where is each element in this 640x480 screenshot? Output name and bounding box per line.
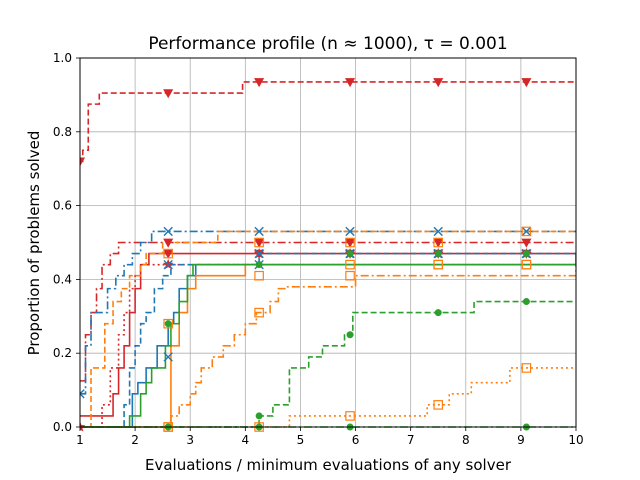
green-circle-solid-marker: [346, 250, 354, 258]
orange-square-solid-marker: [521, 259, 532, 270]
red-triangle-dashdot-marker: [344, 238, 356, 248]
blue-x-dashdot-marker: [80, 389, 85, 399]
blue-x-dashed-series-line: [80, 252, 576, 428]
green-circle-dashed-marker: [522, 298, 530, 306]
x-tick-label: 6: [352, 433, 360, 447]
ticks: 1 2 3 4 5 6 7 8 9 10 0.0 0.2 0.4 0.6 0.8 1.0: [53, 51, 584, 447]
green-circle-dashed-marker: [434, 309, 442, 317]
blue-x-dashed-marker: [254, 248, 264, 259]
blue-x-dashdot-marker: [254, 226, 264, 237]
orange-square-dashdot-marker: [345, 270, 355, 281]
blue-x-dashdot-marker: [163, 226, 173, 237]
green-circle-dashed-marker: [255, 412, 263, 420]
red-triangle-dashdot-marker: [163, 238, 174, 248]
green-circle-solid-series-line: [80, 253, 576, 428]
series-layer: [80, 81, 576, 428]
orange-square-solid-marker: [433, 259, 444, 270]
orange-square-dotted-marker: [521, 363, 532, 373]
x-tick-label: 5: [297, 433, 305, 447]
red-triangle-dashed-marker: [254, 78, 265, 88]
green-circle-dashed-marker: [346, 331, 354, 339]
x-tick-label: 7: [407, 433, 415, 447]
orange-square-dashed-marker: [254, 237, 264, 248]
green-circle-solid-marker: [434, 250, 442, 258]
green-circle-solid-marker: [255, 261, 263, 269]
orange-square-solid-marker: [345, 259, 355, 270]
y-tick-label: 0.6: [53, 199, 72, 213]
y-tick-label: 0.8: [53, 125, 72, 139]
x-tick-label: 10: [568, 433, 583, 447]
y-tick-label: 0.0: [53, 420, 72, 434]
blue-x-dashdot-series-line: [80, 230, 576, 395]
chart-title: Performance profile (n ≈ 1000), τ = 0.00…: [148, 34, 507, 54]
x-tick-label: 4: [242, 433, 250, 447]
green-circle-solid-marker: [164, 320, 172, 328]
x-tick-label: 1: [76, 433, 84, 447]
red-triangle-solid-marker: [163, 249, 174, 259]
y-tick-label: 0.2: [53, 346, 72, 360]
blue-x-dashed-marker: [163, 259, 173, 270]
orange-square-dashed-marker: [521, 226, 532, 237]
blue-x-dashdot-marker: [521, 226, 532, 237]
orange-square-dashed-marker: [163, 248, 173, 259]
orange-square-solid-marker: [254, 270, 264, 281]
red-triangle-dashed-marker: [521, 78, 532, 88]
y-tick-label: 1.0: [53, 51, 72, 65]
x-tick-label: 3: [186, 433, 194, 447]
orange-square-dashdot-marker: [254, 307, 264, 318]
red-triangle-dashdot-marker: [254, 238, 265, 248]
blue-x-solid-marker: [163, 352, 173, 362]
orange-square-solid-marker: [163, 318, 173, 329]
orange-square-dashed-series-line: [80, 230, 576, 428]
red-triangle-dashed-marker: [80, 157, 86, 167]
blue-x-dashdot-marker: [433, 226, 443, 237]
orange-square-dotted-marker: [433, 400, 444, 410]
y-tick-label: 0.4: [53, 272, 72, 286]
green-circle-solid-marker: [522, 250, 530, 258]
orange-square-dotted-marker: [345, 411, 355, 421]
red-triangle-dashed-marker: [433, 78, 444, 88]
red-triangle-dashed-series-line: [80, 81, 576, 163]
y-axis-label: Proportion of problems solved: [25, 131, 43, 356]
green-circle-dashed-series-line: [80, 300, 576, 428]
red-triangle-dashed-marker: [163, 89, 174, 99]
red-triangle-dashed-marker: [344, 78, 356, 88]
x-axis-label: Evaluations / minimum evaluations of any…: [145, 456, 512, 474]
orange-square-dashed-marker: [433, 237, 444, 248]
orange-square-dotted-series-line: [80, 367, 576, 428]
blue-x-dashdot-marker: [345, 226, 355, 237]
x-tick-label: 2: [131, 433, 139, 447]
x-tick-label: 8: [462, 433, 470, 447]
x-tick-label: 9: [517, 433, 525, 447]
red-triangle-dashdot-marker: [433, 238, 444, 248]
red-triangle-dashdot-marker: [521, 238, 532, 248]
red-triangle-dashdot-series-line: [80, 241, 576, 382]
plot-frame: [79, 57, 577, 428]
orange-square-dashdot-series-line: [80, 264, 576, 428]
orange-square-dashed-marker: [345, 237, 355, 248]
